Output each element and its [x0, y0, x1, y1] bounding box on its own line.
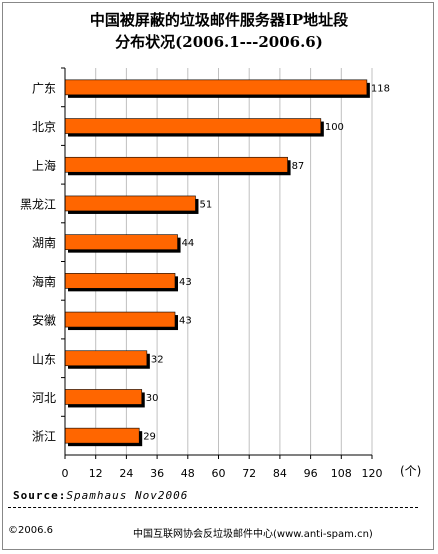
category-label: 浙江	[32, 430, 56, 444]
value-label: 100	[325, 122, 344, 133]
bars	[64, 79, 370, 447]
category-label: 北京	[32, 120, 56, 134]
category-label: 海南	[32, 274, 56, 289]
category-label: 山东	[32, 352, 56, 366]
bar	[64, 156, 288, 173]
bar	[64, 118, 322, 134]
chart-frame	[2, 2, 434, 550]
x-tick-label: 60	[212, 467, 226, 480]
x-tick-label: 0	[62, 467, 69, 480]
x-tick-labels: 0 12 24 36 48 60 72 84 96 108 120	[62, 467, 383, 480]
source-note: Source:Spamhaus Nov2006	[13, 489, 188, 502]
value-label: 30	[146, 393, 159, 404]
x-tick-label: 72	[242, 467, 256, 480]
axes	[61, 67, 373, 459]
x-tick-label: 84	[273, 467, 287, 480]
category-label: 上海	[32, 158, 56, 173]
category-label: 河北	[32, 391, 56, 405]
organization-text: 中国互联网协会反垃圾邮件中心(www.anti-spam.cn)	[133, 529, 373, 540]
value-label: 43	[179, 316, 192, 327]
separator-line	[8, 507, 418, 508]
value-labels: 118 100 87 51 44 43 43 32 30 29	[143, 83, 390, 442]
axis-unit-label: (个)	[400, 464, 422, 478]
bar	[64, 195, 196, 212]
bar	[64, 234, 178, 250]
value-label: 32	[151, 354, 164, 365]
category-label: 黑龙江	[20, 197, 56, 211]
bar	[64, 79, 368, 96]
bar	[64, 311, 176, 328]
copyright-text: ©2006.6	[8, 525, 53, 536]
x-tick-label: 48	[181, 467, 195, 480]
value-label: 43	[179, 277, 192, 288]
value-label: 29	[143, 432, 156, 443]
source-text: Spamhaus Nov2006	[66, 489, 189, 502]
value-label: 87	[292, 161, 305, 172]
value-label: 118	[371, 83, 390, 94]
x-tick-label: 24	[119, 467, 133, 480]
value-label: 51	[199, 199, 212, 210]
value-label: 44	[182, 238, 195, 249]
category-label: 广东	[32, 81, 56, 95]
bar	[64, 350, 148, 367]
bar	[64, 427, 140, 444]
source-label: Source:	[13, 489, 67, 502]
bar	[64, 273, 176, 289]
x-tick-label: 108	[331, 467, 352, 480]
x-tick-label: 36	[150, 467, 164, 480]
chart-title: 中国被屏蔽的垃圾邮件服务器IP地址段	[89, 11, 349, 29]
category-label: 湖南	[32, 235, 56, 250]
x-tick-label: 120	[362, 467, 383, 480]
category-label: 安徽	[32, 313, 56, 328]
bar	[64, 389, 143, 405]
chart-subtitle: 分布状况(2006.1---2006.6)	[115, 33, 323, 51]
x-tick-label: 12	[89, 467, 103, 480]
x-tick-label: 96	[304, 467, 318, 480]
